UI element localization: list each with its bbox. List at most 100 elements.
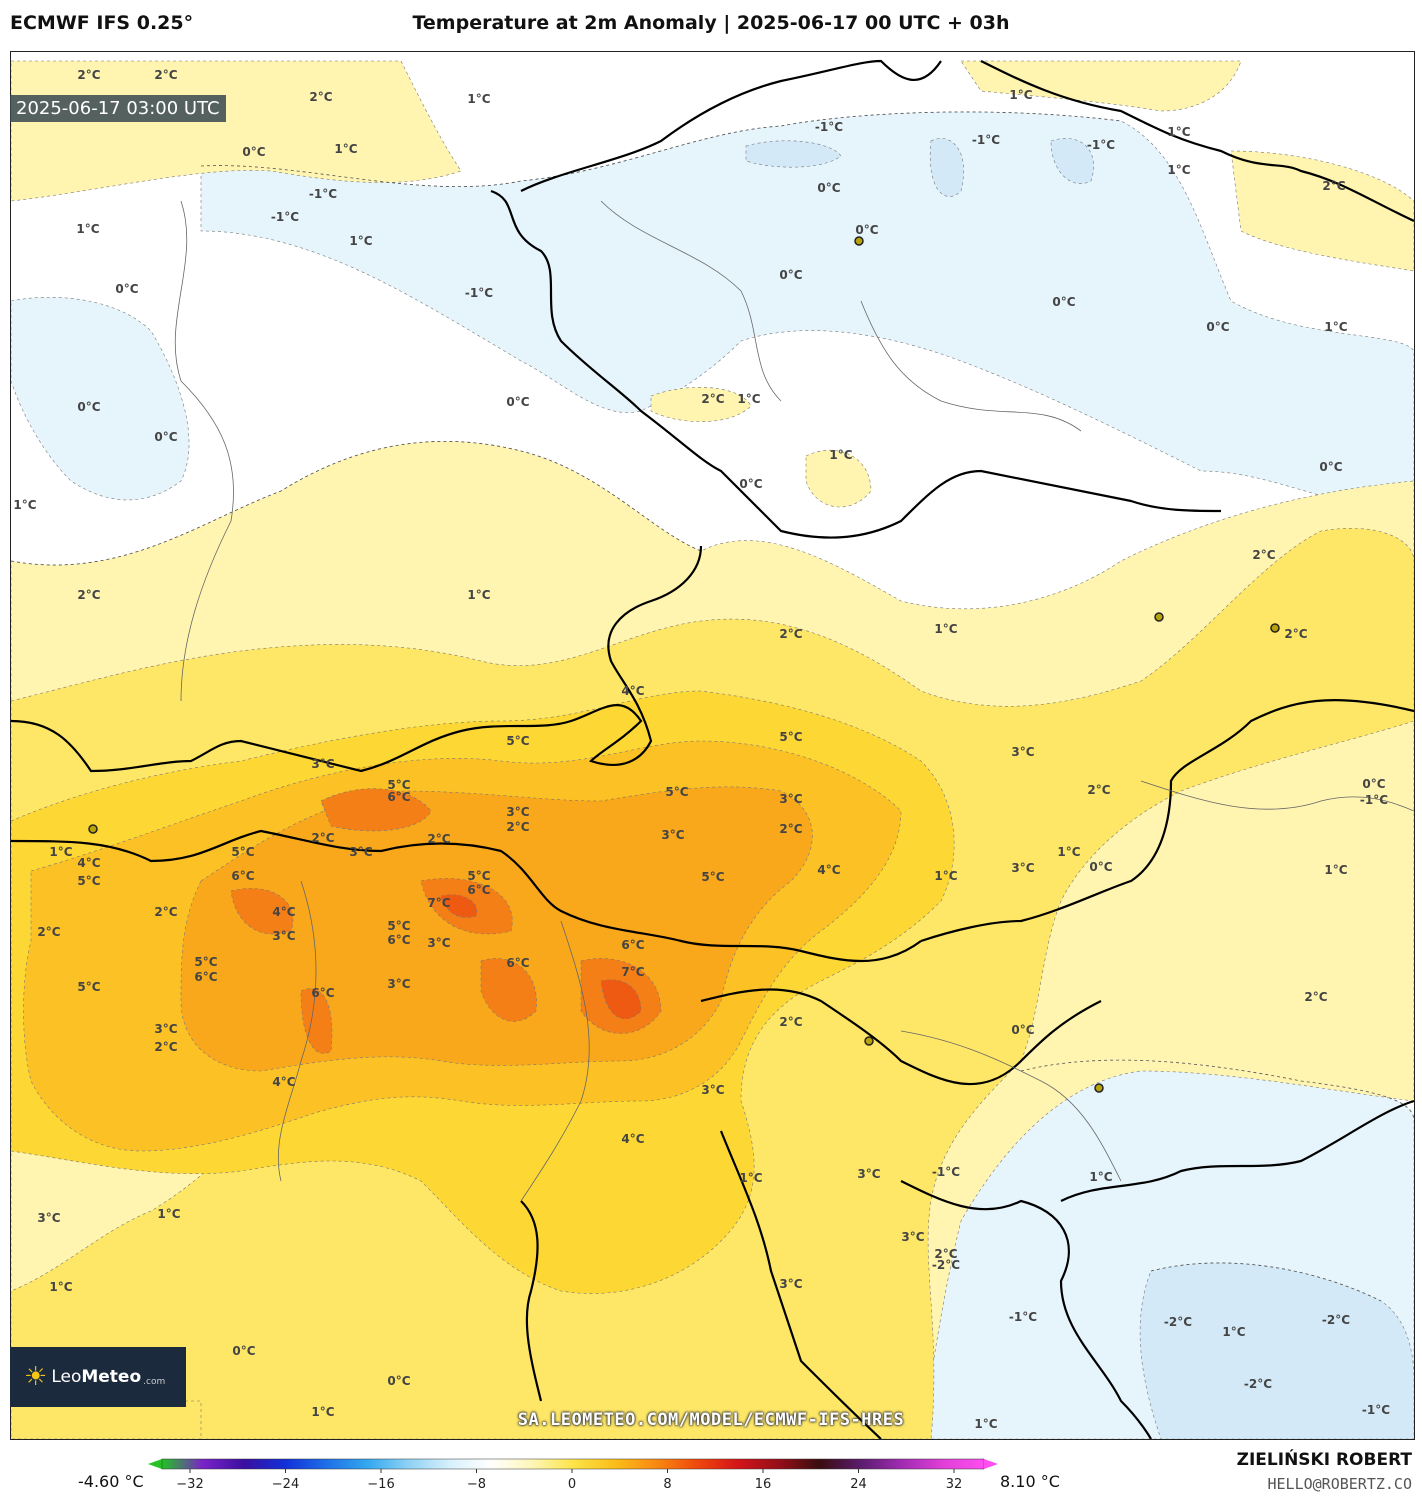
contour-label: 1°C — [934, 622, 957, 636]
contour-label: 1°C — [1324, 320, 1347, 334]
city-marker — [1154, 612, 1164, 622]
contour-label: 3°C — [779, 792, 802, 806]
contour-label: 0°C — [232, 1344, 255, 1358]
regional-borders — [174, 200, 1414, 1202]
contour-label: 2°C — [154, 1040, 177, 1054]
contour-label: 2°C — [311, 831, 334, 845]
contour-label: 0°C — [855, 223, 878, 237]
contour-label: 0°C — [1206, 320, 1229, 334]
contour-label: 1°C — [1089, 1170, 1112, 1184]
border-germany-czechia — [490, 189, 1222, 539]
contour-label: 4°C — [817, 863, 840, 877]
contour-label: -1°C — [1360, 793, 1388, 807]
contour-label: 3°C — [154, 1022, 177, 1036]
contour-label: 0°C — [1089, 860, 1112, 874]
contour-label: -1°C — [309, 187, 337, 201]
contour-label: 7°C — [427, 896, 450, 910]
contour-label: 0°C — [242, 145, 265, 159]
colorbar-tick-label: −24 — [272, 1477, 299, 1492]
contour-label: 5°C — [194, 955, 217, 969]
contour-label: 2°C — [427, 832, 450, 846]
warm-core-7b — [440, 894, 478, 918]
source-url: SA.LEOMETEO.COM/MODEL/ECMWF-IFS-HRES — [517, 1410, 905, 1430]
contour-label: -2°C — [932, 1258, 960, 1272]
contour-label: 1°C — [737, 392, 760, 406]
contour-label: 0°C — [154, 430, 177, 444]
cold-pocket-1 — [745, 140, 842, 168]
cold-pocket-3 — [1050, 138, 1094, 184]
contour-label: 1°C — [1057, 845, 1080, 859]
contour-label: 2°C — [1284, 627, 1307, 641]
contour-label: 1°C — [349, 234, 372, 248]
contour-label: 1°C — [76, 222, 99, 236]
city-marker — [88, 824, 98, 834]
author-name: ZIELIŃSKI ROBERT — [1236, 1450, 1412, 1470]
author-email[interactable]: HELLO@ROBERTZ.CO — [1267, 1475, 1413, 1493]
contour-label: 2°C — [779, 1015, 802, 1029]
contour-label: 3°C — [1011, 745, 1034, 759]
border-slovenia-croatia — [700, 988, 1102, 1086]
border-croatia-bosnia — [900, 1180, 1152, 1439]
map-panel[interactable]: 2°C 2°C 2°C 1°C 1°C -1°C -1°C -1°C 1°C 1°C 2°C 0°C 1… — [10, 51, 1415, 1440]
city-marker — [854, 236, 864, 246]
contour-label: 0°C — [115, 282, 138, 296]
contour-label: -2°C — [1322, 1313, 1350, 1327]
contour-label: 5°C — [665, 785, 688, 799]
contour-label: 1°C — [934, 869, 957, 883]
contour-label: 5°C — [506, 734, 529, 748]
logo-domain: .com — [143, 1377, 166, 1387]
legend-min-label: -4.60 °C — [78, 1472, 144, 1491]
colorbar-tick-label: 16 — [755, 1477, 772, 1492]
contour-label: 3°C — [311, 757, 334, 771]
contour-label: 2°C — [309, 90, 332, 104]
border-poland-slovakia — [980, 60, 1414, 222]
contour-label: 2°C — [77, 588, 100, 602]
contour-label: 2°C — [1252, 548, 1275, 562]
coastline-adriatic — [520, 1130, 882, 1439]
contour-label: 7°C — [621, 965, 644, 979]
contour-label: 2°C — [1087, 783, 1110, 797]
contour-label: -1°C — [932, 1165, 960, 1179]
contour-label: 1°C — [829, 448, 852, 462]
contour-label: 3°C — [701, 1083, 724, 1097]
page-title: Temperature at 2m Anomaly | 2025-06-17 0… — [412, 12, 1010, 34]
colorbar-max-arrow — [984, 1459, 998, 1469]
country-borders — [11, 59, 1414, 1439]
warm-area-far-ne — [1230, 150, 1414, 272]
contour-label: 1°C — [1167, 125, 1190, 139]
border-czechia-poland — [520, 59, 942, 192]
contour-label: -1°C — [815, 120, 843, 134]
contour-label: 3°C — [272, 929, 295, 943]
city-markers — [88, 236, 1280, 1093]
contour-label: 1°C — [49, 845, 72, 859]
contour-label: 1°C — [311, 1405, 334, 1419]
contour-label: 2°C — [934, 1247, 957, 1261]
border-hungary-serbia — [1060, 1099, 1414, 1202]
contour-label: 0°C — [1011, 1023, 1034, 1037]
colorbar-tick-label: −8 — [467, 1477, 486, 1492]
colorbar-min-arrow — [148, 1459, 162, 1469]
contour-label: 5°C — [231, 845, 254, 859]
city-marker — [1270, 623, 1280, 633]
contour-label: 3°C — [901, 1230, 924, 1244]
contour-label: 1°C — [49, 1280, 72, 1294]
contour-label: 3°C — [506, 805, 529, 819]
model-name: ECMWF IFS 0.25° — [10, 12, 194, 34]
contour-label: 2°C — [37, 925, 60, 939]
colorbar-scale — [161, 1458, 985, 1470]
warm-pocket-n2 — [805, 449, 872, 508]
warm-pocket-n — [650, 387, 752, 422]
contour-label: 6°C — [387, 933, 410, 947]
city-marker — [1094, 1083, 1104, 1093]
contour-label: 2°C — [779, 627, 802, 641]
contour-label: 2°C — [1304, 990, 1327, 1004]
contour-label: 5°C — [701, 870, 724, 884]
colorbar-tick-label: −32 — [176, 1477, 203, 1492]
cold-area-west — [11, 296, 190, 501]
contour-label: 3°C — [1011, 861, 1034, 875]
contour-label: 3°C — [37, 1211, 60, 1225]
contour-label: 4°C — [77, 856, 100, 870]
colorbar: −32 −24 −16 −8 0 8 16 24 32 — [148, 1458, 998, 1492]
border-austria-hungary — [920, 699, 1414, 943]
warm-core-6f — [300, 988, 333, 1054]
